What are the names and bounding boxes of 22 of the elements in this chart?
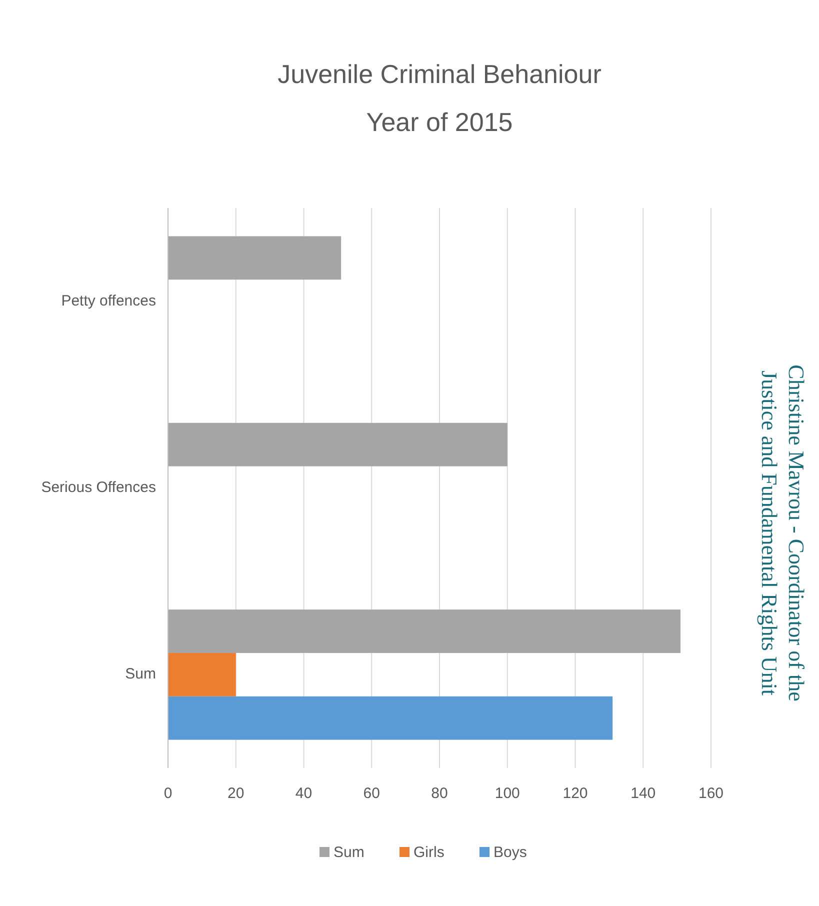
x-tick-label: 160 bbox=[698, 785, 724, 802]
chart-title: Juvenile Criminal Behaniour Year of 2015 bbox=[278, 59, 602, 137]
x-tick-label: 140 bbox=[630, 785, 656, 802]
x-tick-label: 40 bbox=[295, 785, 312, 802]
x-tick-label: 120 bbox=[562, 785, 588, 802]
x-tick-label: 80 bbox=[431, 785, 448, 802]
text: Christine Mavrou - Coordinator of the Justice and Fundamental Rights Unit bbox=[757, 364, 809, 702]
x-tick-label: 20 bbox=[228, 785, 244, 802]
y-tick-label: Petty offences bbox=[61, 292, 156, 310]
y-tick-label: Sum bbox=[125, 666, 156, 683]
bar bbox=[168, 422, 508, 466]
bar bbox=[168, 696, 613, 740]
x-tick-label: 100 bbox=[494, 785, 520, 802]
x-tick-label: 0 bbox=[164, 785, 172, 802]
legend-label: Boys bbox=[494, 844, 527, 861]
legend-label: Girls bbox=[414, 844, 444, 861]
legend-label: Sum bbox=[334, 844, 364, 861]
x-tick-label: 60 bbox=[363, 785, 380, 802]
bar bbox=[168, 610, 680, 653]
bar bbox=[168, 236, 342, 280]
bar bbox=[168, 652, 236, 696]
y-tick-label: Serious Offences bbox=[41, 478, 156, 496]
